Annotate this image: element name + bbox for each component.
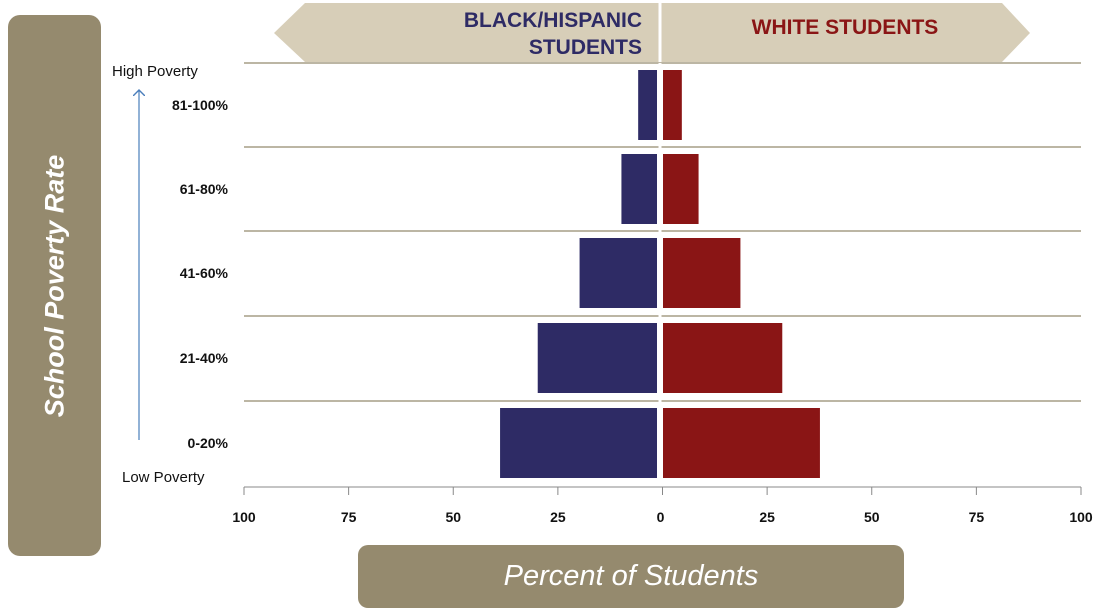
white-bar-81-100 — [663, 70, 682, 140]
category-label: 81-100% — [172, 97, 229, 113]
black-hispanic-bar-61-80 — [621, 154, 657, 224]
category-labels: 81-100% 61-80% 41-60% 21-40% 0-20% — [172, 97, 229, 451]
x-tick-label: 50 — [445, 509, 461, 525]
left-header-line1: BLACK/HISPANIC — [464, 9, 642, 32]
x-tick-label: 75 — [969, 509, 985, 525]
black-hispanic-bar-41-60 — [579, 238, 657, 308]
black-hispanic-bar-0-20 — [500, 408, 657, 478]
low-poverty-label: Low Poverty — [122, 469, 205, 486]
white-bar-0-20 — [663, 408, 820, 478]
x-tick-label: 100 — [1069, 509, 1093, 525]
black-hispanic-bar-21-40 — [537, 323, 657, 393]
white-bar-41-60 — [663, 238, 741, 308]
y-axis-panel: School Poverty Rate — [8, 15, 101, 556]
x-ticks: 100 75 50 25 0 25 50 75 100 — [232, 487, 1093, 525]
x-tick-label: 0 — [657, 509, 665, 525]
x-tick-label: 25 — [550, 509, 566, 525]
x-axis-label: Percent of Students — [503, 560, 759, 592]
category-label: 21-40% — [180, 350, 229, 366]
x-tick-label: 100 — [232, 509, 256, 525]
x-axis-panel: Percent of Students — [358, 545, 904, 608]
x-tick-label: 25 — [759, 509, 775, 525]
x-tick-label: 50 — [864, 509, 880, 525]
category-label: 0-20% — [188, 435, 229, 451]
category-label: 61-80% — [180, 181, 229, 197]
high-poverty-label: High Poverty — [112, 63, 198, 80]
header-banner — [274, 3, 1030, 62]
right-header: WHITE STUDENTS — [752, 16, 939, 39]
separators — [244, 62, 1081, 402]
x-tick-label: 75 — [341, 509, 357, 525]
white-bar-21-40 — [663, 323, 783, 393]
left-header-line2: STUDENTS — [529, 36, 642, 59]
category-label: 41-60% — [180, 265, 229, 281]
bars-group — [500, 70, 820, 478]
black-hispanic-bar-81-100 — [638, 70, 657, 140]
white-bar-61-80 — [663, 154, 699, 224]
